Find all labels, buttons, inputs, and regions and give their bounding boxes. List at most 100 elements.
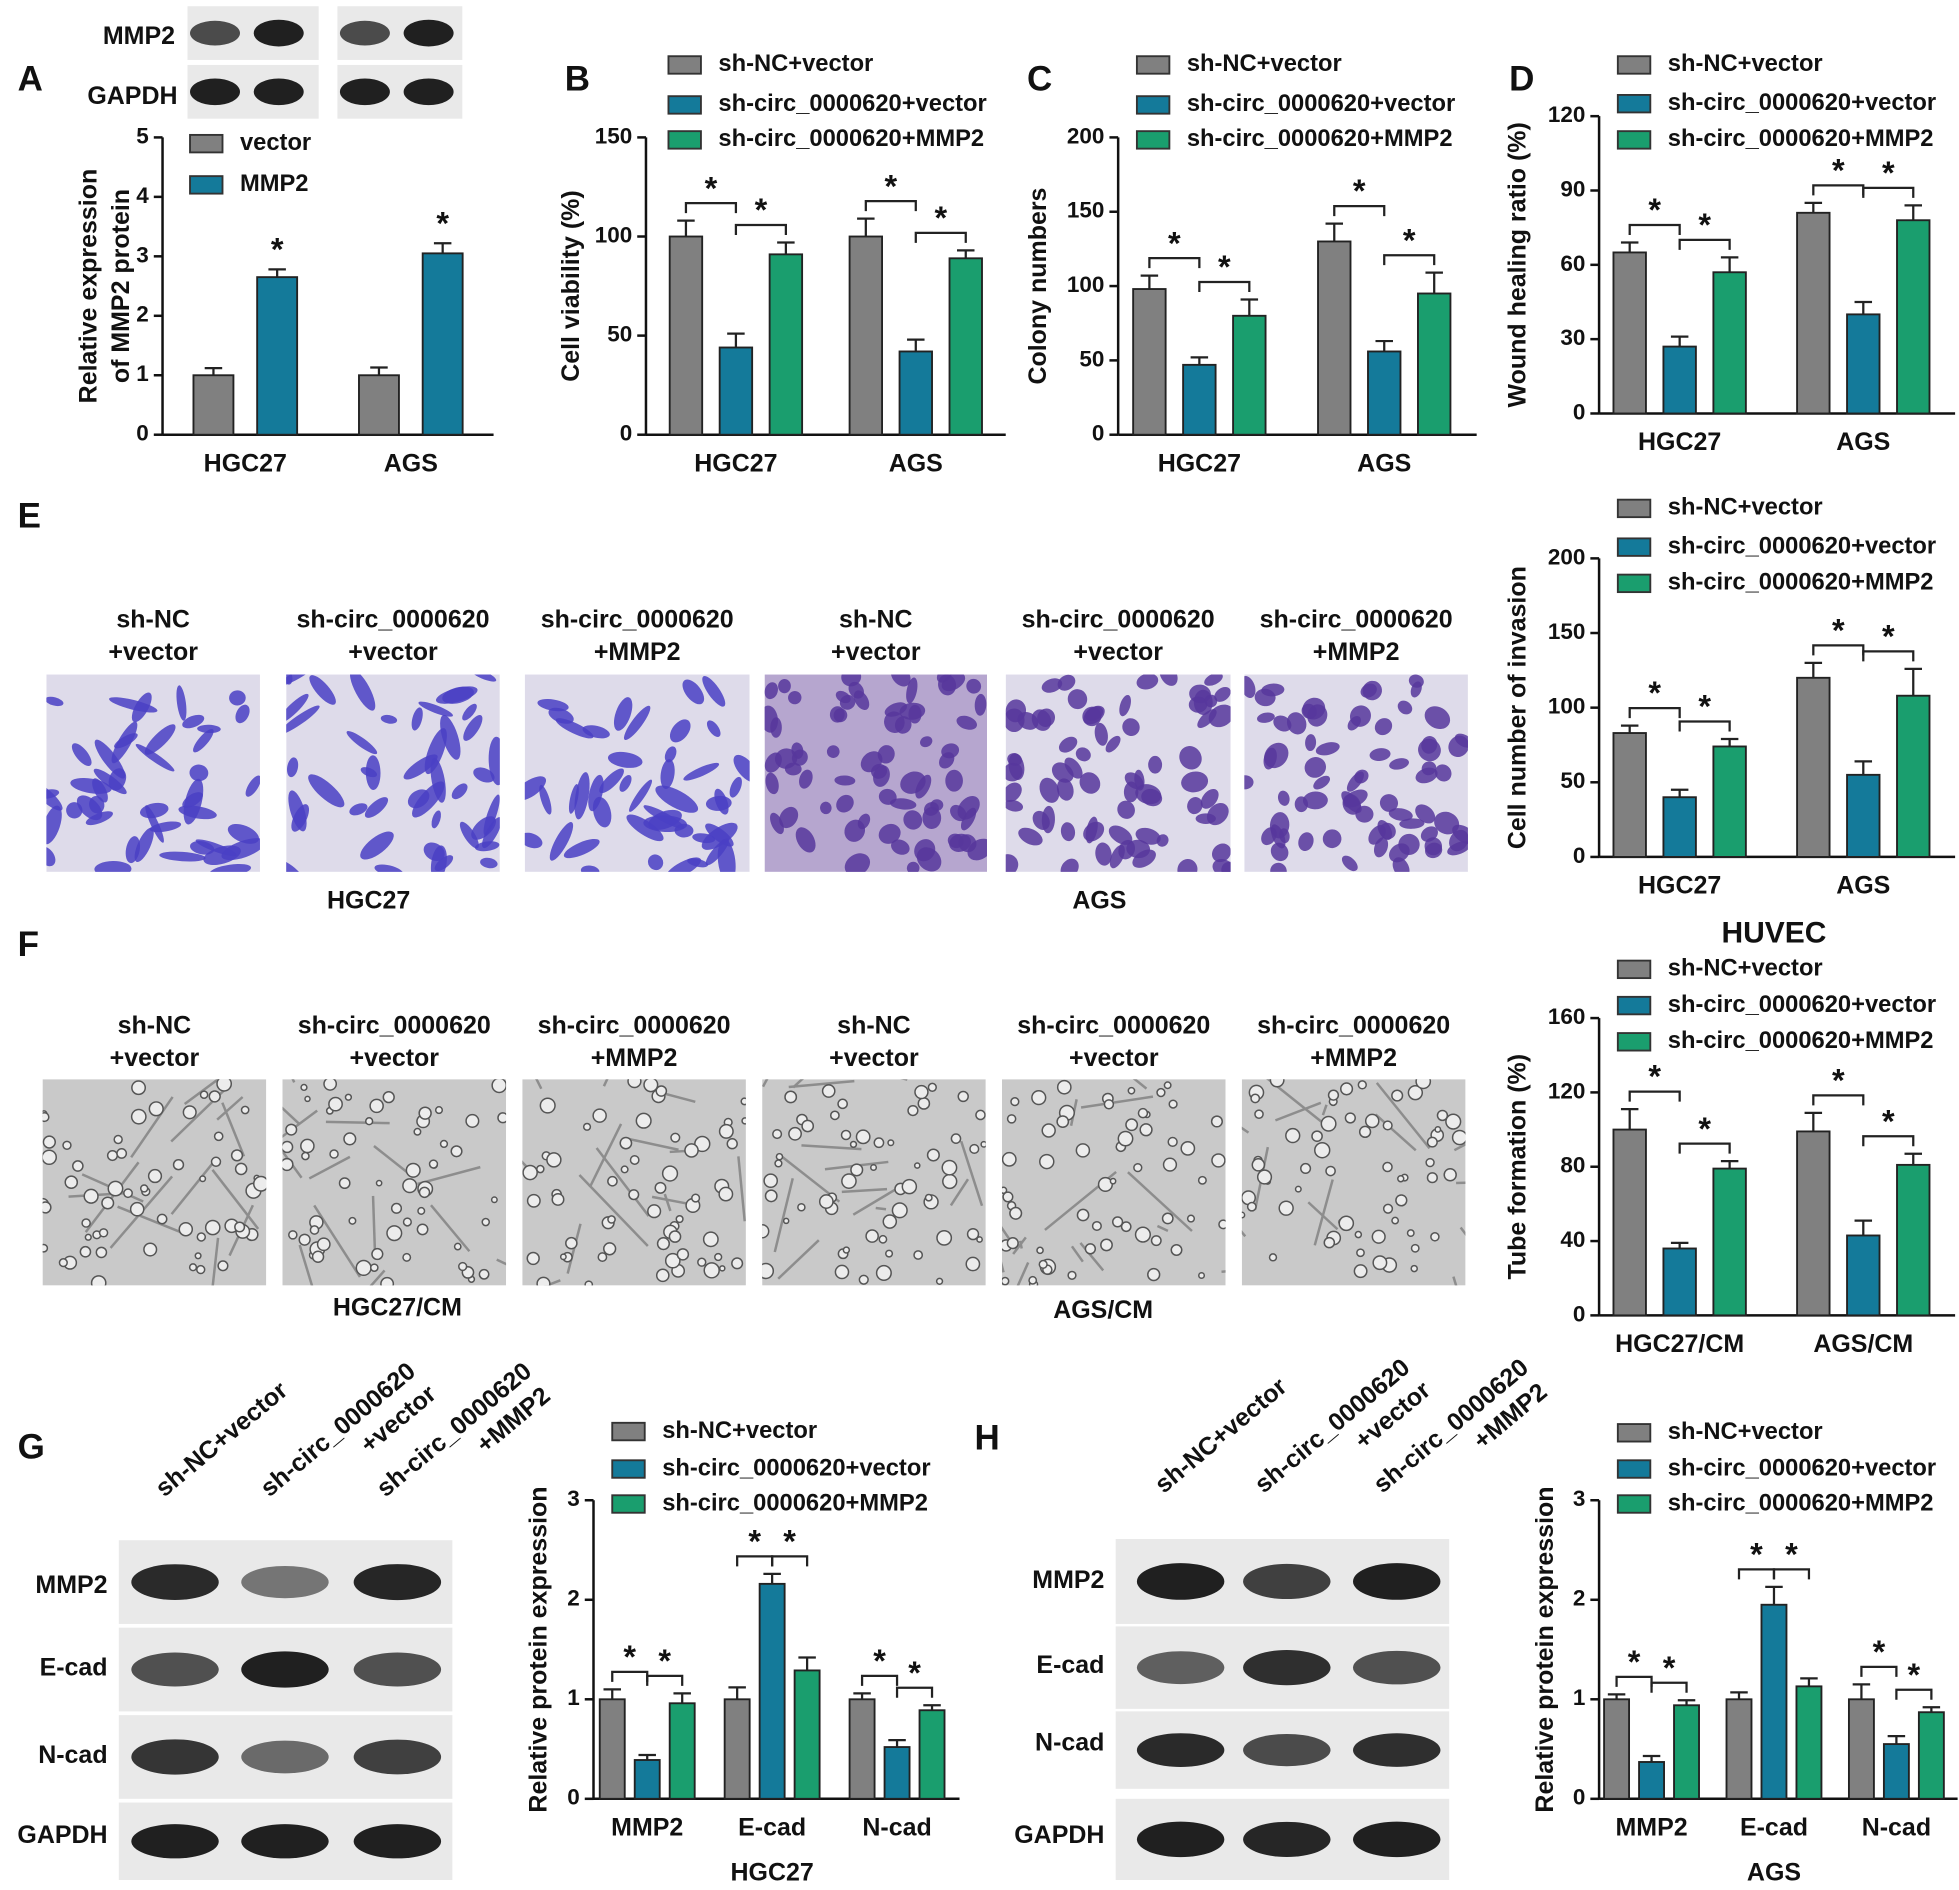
image-group-label: AGS (1072, 886, 1126, 914)
cell (655, 785, 699, 813)
cell (348, 1216, 357, 1225)
blot-strip (337, 6, 463, 60)
cell (875, 1264, 892, 1281)
blot-row-label: E-cad (1036, 1651, 1104, 1679)
bar (848, 1698, 876, 1800)
error-bar (1904, 667, 1923, 696)
legend-label: sh-circ_0000620+vector (1668, 1455, 1936, 1481)
cell (1075, 1143, 1091, 1158)
bar (1317, 240, 1352, 436)
cell (619, 1136, 633, 1150)
cell (386, 1225, 403, 1242)
tube (282, 1106, 301, 1125)
cell (364, 797, 389, 818)
legend-swatch (611, 1459, 646, 1479)
error-bar (1620, 241, 1639, 253)
cell (1382, 1120, 1393, 1131)
cell (188, 1263, 198, 1272)
significance-bracket (860, 1674, 899, 1686)
cell (882, 1214, 898, 1229)
cell (539, 784, 552, 815)
tube (841, 1187, 888, 1194)
image-label: +vector (348, 638, 438, 666)
cell (684, 1143, 699, 1158)
y-tick-label: 0 (620, 421, 633, 446)
cell (559, 1253, 567, 1261)
cell (442, 686, 474, 704)
cell (1197, 1175, 1207, 1185)
cell (1391, 1216, 1400, 1225)
blot-band (339, 78, 390, 106)
cell (1426, 1136, 1438, 1148)
error-bar (1852, 1683, 1871, 1700)
blot-strip (118, 1627, 453, 1712)
cell (974, 693, 987, 716)
x-tick-label: AGS (1357, 449, 1411, 477)
cell (976, 1236, 983, 1243)
significance-bracket (1772, 1568, 1811, 1580)
y-tick-label: 100 (1548, 694, 1586, 719)
image-label: +MMP2 (1310, 1044, 1397, 1072)
cell (125, 836, 141, 864)
cell (836, 794, 854, 813)
cell (83, 1188, 99, 1204)
legend-swatch (1616, 537, 1652, 557)
cell (885, 1249, 894, 1258)
cell (488, 736, 500, 786)
cell (878, 823, 901, 844)
tube (430, 1204, 471, 1253)
cell (687, 858, 708, 868)
error-bar (1800, 1677, 1818, 1687)
cell (286, 858, 305, 872)
tube (325, 1120, 390, 1125)
x-tick-label: AGS (384, 449, 438, 477)
cell (252, 1175, 267, 1192)
x-tick-label: HGC27 (1158, 449, 1241, 477)
bar (1417, 292, 1452, 436)
y-tick-label: 150 (595, 123, 633, 148)
y-tick-label: 5 (136, 123, 149, 148)
cell (1058, 736, 1078, 753)
bar (1662, 1247, 1697, 1317)
legend-label: sh-circ_0000620+MMP2 (1668, 570, 1934, 596)
y-axis-label: Tube formation (%) (1504, 1054, 1532, 1280)
cell (1250, 1093, 1261, 1104)
cell (450, 1145, 463, 1158)
cell (741, 1117, 746, 1125)
cell (857, 813, 871, 830)
cell (841, 1173, 857, 1189)
error-bar (1620, 724, 1639, 734)
x-tick-label: N-cad (1862, 1813, 1931, 1841)
blot-band (1243, 1821, 1331, 1857)
error-bar (923, 1704, 941, 1711)
cell (945, 769, 963, 792)
blot-row-label: E-cad (40, 1653, 108, 1681)
cell (474, 841, 500, 852)
bar (918, 1709, 946, 1800)
cell (1156, 1087, 1166, 1098)
cell (839, 694, 856, 710)
error-bar (728, 1686, 746, 1700)
cell (1108, 825, 1133, 845)
legend-swatch (667, 95, 702, 115)
cell (203, 845, 241, 866)
cell (718, 1123, 734, 1139)
cell (369, 1263, 379, 1272)
legend-label: sh-circ_0000620+vector (1668, 90, 1936, 116)
significance-mark: * (1168, 225, 1181, 261)
cell (1148, 755, 1163, 774)
cell (1415, 1079, 1432, 1090)
chart-title: HUVEC (1722, 916, 1827, 949)
cell (574, 772, 590, 820)
cell (147, 1168, 163, 1184)
panel-letter: D (1509, 59, 1534, 98)
cell (775, 1152, 784, 1161)
error-bar (1607, 1693, 1626, 1700)
cell (913, 1250, 924, 1260)
cell (733, 754, 750, 783)
legend-label: sh-circ_0000620+vector (1668, 533, 1936, 559)
cell (774, 748, 798, 769)
y-tick-label: 3 (567, 1486, 580, 1511)
cell (1103, 1099, 1115, 1110)
cell (1083, 821, 1105, 842)
